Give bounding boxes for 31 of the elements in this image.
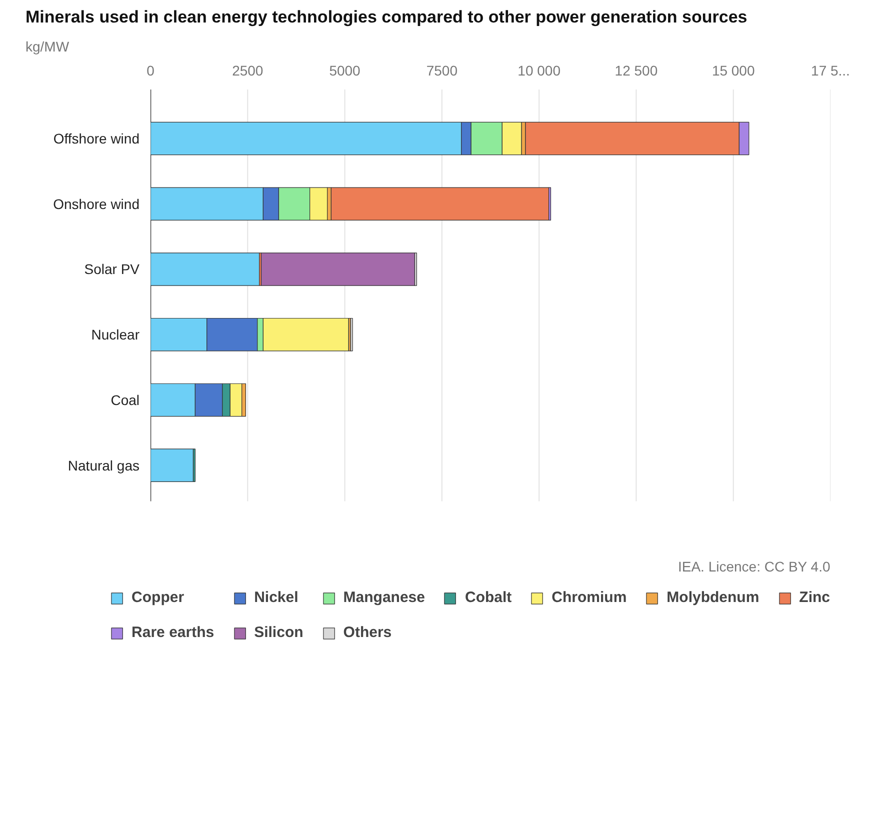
bar [260,252,416,286]
y-tick-label: Coal [110,392,140,408]
bar [330,187,550,221]
x-tick-label: 0 [146,62,155,78]
y-tick-label: Offshore wind [53,130,140,147]
x-tick-label: 5000 [329,62,361,78]
legend-label: Silicon [254,624,304,641]
chart-title: Minerals used in clean energy technologies compared to other power generation sources [26,8,748,26]
y-tick-label: Nuclear [91,326,140,343]
y-tick-label: Natural gas [68,457,140,474]
x-axis-title: kg/MW [26,38,70,54]
legend-label: Nickel [254,589,298,606]
x-tick-label: 15 000 [712,62,755,78]
x-tick-label: 12 500 [614,62,658,78]
legend-label: Chromium [552,589,627,606]
legend-label: Manganese [343,589,425,606]
bar [150,448,194,482]
legend-label: Rare earths [132,624,214,641]
x-tick-label: 7500 [426,62,458,78]
x-tick-label: 10 000 [518,62,561,78]
legend-label: Zinc [799,589,830,606]
legend-label: Molybdenum [666,589,760,606]
y-tick-label: Onshore wind [53,196,140,212]
legend-label: Copper [132,589,184,606]
text: IEA. Licence: CC BY 4.0 [678,558,830,575]
legend-label: Others [343,624,392,641]
legend-label: Cobalt [464,589,512,606]
y-tick-label: Solar PV [84,261,140,278]
x-tick-label: 17 5... [811,62,850,78]
x-tick-label: 2500 [232,62,264,78]
bar [150,252,260,286]
